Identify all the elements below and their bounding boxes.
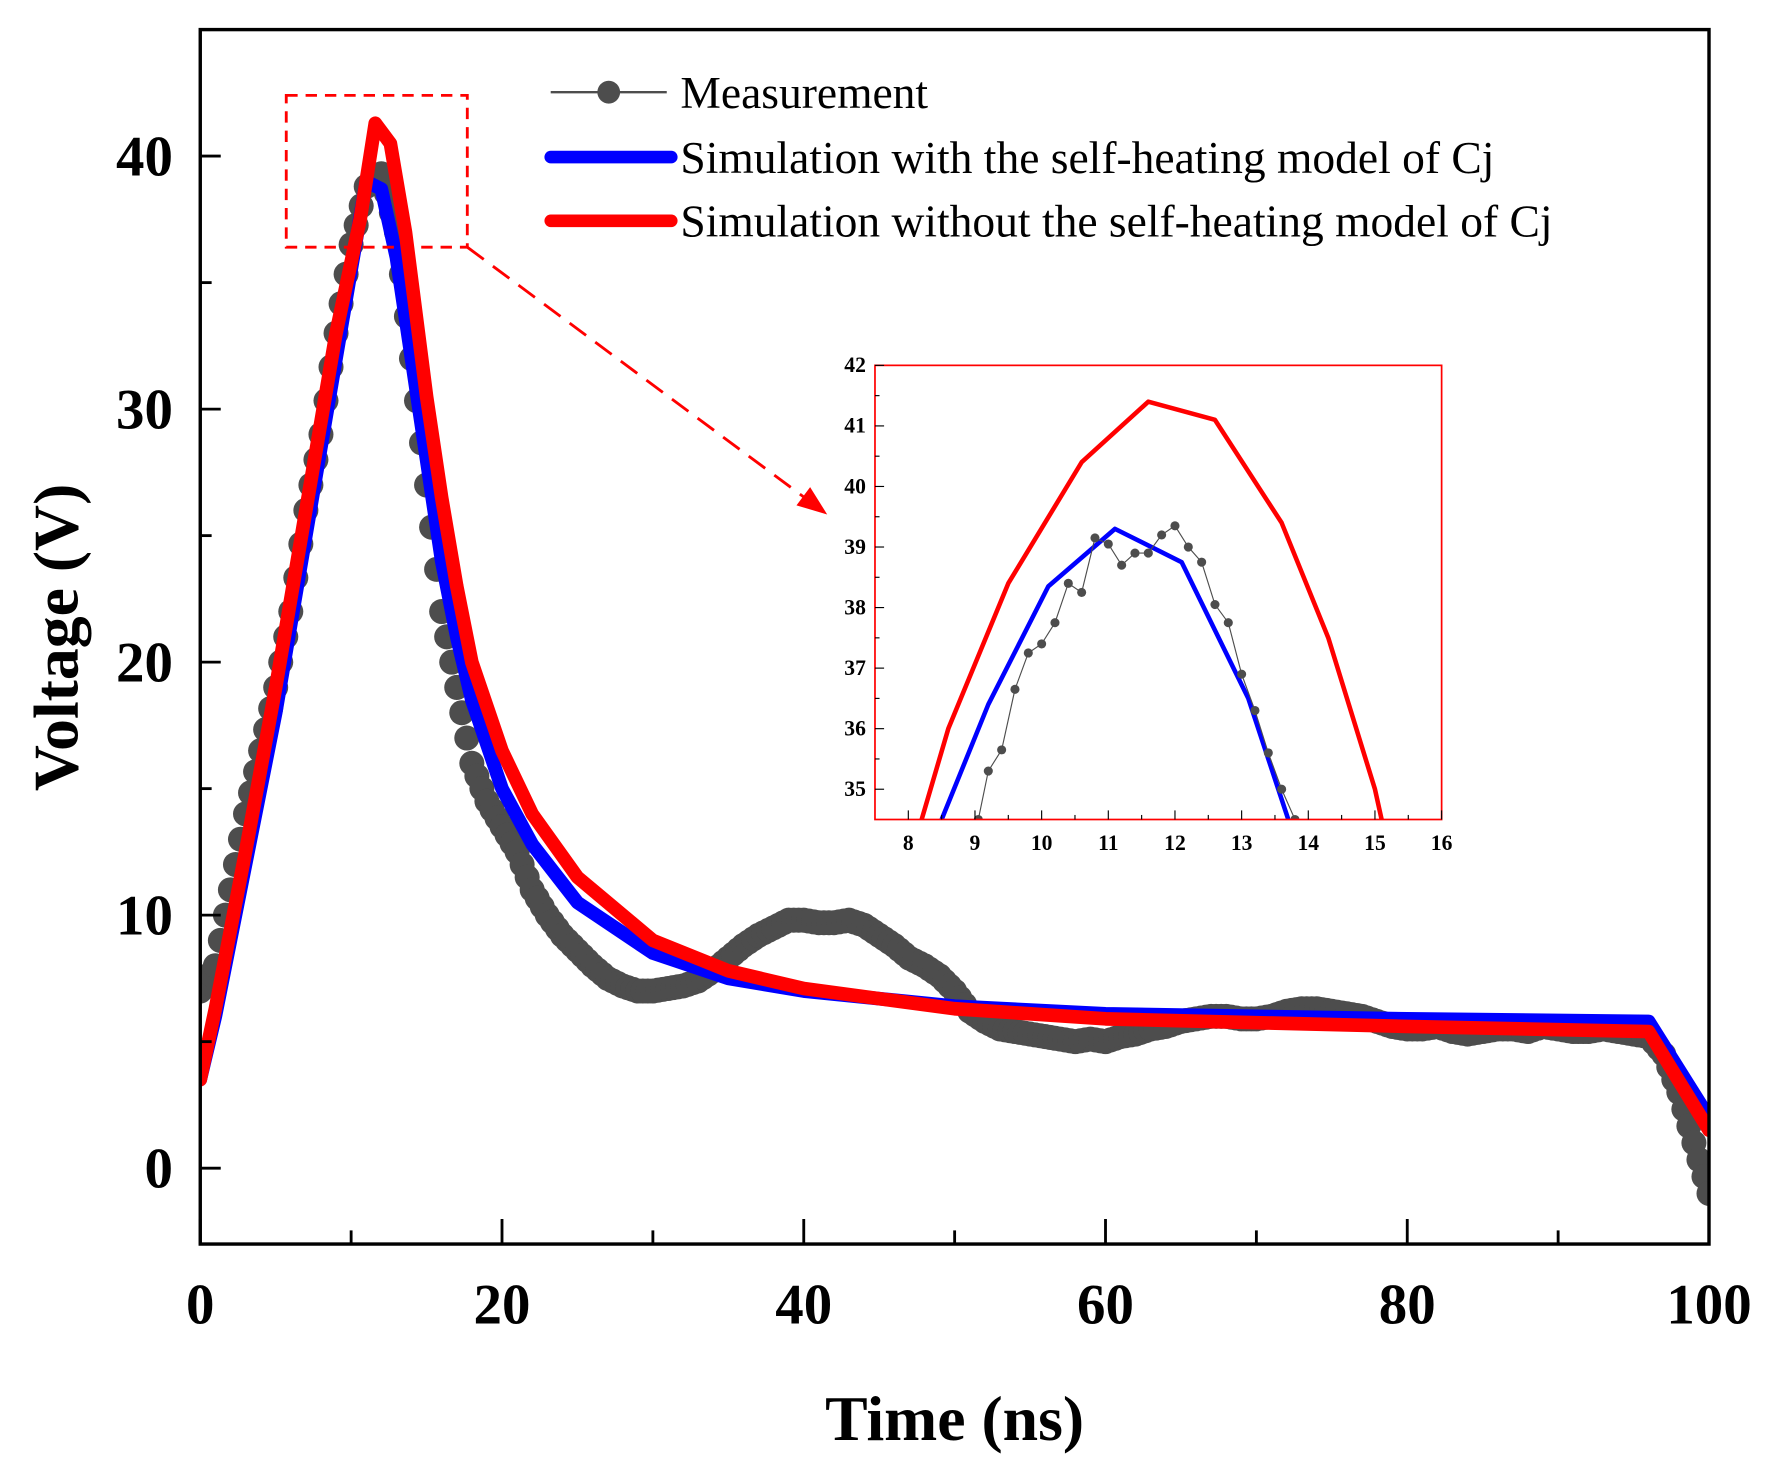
y-tick-label: 20 bbox=[116, 631, 173, 694]
inset-measurement-point bbox=[1050, 618, 1060, 628]
inset-x-tick-label: 11 bbox=[1098, 831, 1118, 855]
x-tick-label: 0 bbox=[186, 1274, 214, 1337]
legend-without-label: Simulation without the self-heating mode… bbox=[680, 196, 1552, 247]
inset-measurement-point bbox=[1157, 530, 1167, 540]
y-tick-label: 0 bbox=[145, 1137, 173, 1200]
inset-measurement-point bbox=[1263, 748, 1273, 758]
inset-with-self-heating-line bbox=[939, 526, 1291, 820]
inset-measurement-point bbox=[1143, 548, 1153, 558]
inset-x-tick-label: 10 bbox=[1031, 831, 1053, 855]
y-tick-label: 40 bbox=[116, 125, 173, 188]
inset-measurement-point bbox=[1130, 548, 1140, 558]
inset-x-tick-label: 12 bbox=[1164, 831, 1186, 855]
inset-measurement-point bbox=[1010, 684, 1020, 694]
x-axis-title: Time (ns) bbox=[825, 1383, 1084, 1454]
inset-measurement-point bbox=[1103, 539, 1113, 549]
inset-x-tick-label: 9 bbox=[970, 831, 981, 855]
x-tick-label: 40 bbox=[775, 1274, 832, 1337]
legend-measurement-label: Measurement bbox=[680, 67, 928, 118]
inset-measurement-point bbox=[1037, 639, 1047, 649]
series-without-self-heating-line bbox=[200, 116, 1710, 1138]
measurement-point bbox=[1696, 1180, 1710, 1206]
inset-measurement-point bbox=[1170, 521, 1180, 531]
inset-y-tick-label: 39 bbox=[844, 535, 866, 559]
inset-x-tick-label: 14 bbox=[1297, 831, 1319, 855]
inset-y-tick-label: 37 bbox=[844, 656, 866, 680]
inset-x-tick-label: 13 bbox=[1231, 831, 1253, 855]
inset-y-tick-label: 38 bbox=[844, 595, 866, 619]
legend: Measurement Simulation with the self-hea… bbox=[544, 67, 1553, 247]
inset-background bbox=[874, 365, 1442, 820]
zoom-region-box bbox=[284, 93, 469, 249]
legend-with-label: Simulation with the self-heating model o… bbox=[680, 132, 1494, 183]
inset-y-tick-label: 36 bbox=[844, 717, 866, 741]
y-tick-label: 30 bbox=[116, 378, 173, 441]
inset-x-tick-label: 15 bbox=[1364, 831, 1386, 855]
legend-measurement-marker bbox=[597, 80, 621, 104]
inset-x-tick-label: 8 bbox=[903, 831, 914, 855]
inset-measurement-point bbox=[1277, 784, 1287, 794]
inset-measurement-point bbox=[1077, 587, 1087, 597]
zoom-arrow-line bbox=[466, 246, 815, 506]
x-tick-label: 60 bbox=[1077, 1274, 1134, 1337]
inset-measurement-point bbox=[1223, 618, 1233, 628]
zoom-arrow-head-icon bbox=[796, 487, 828, 515]
y-tick-label: 10 bbox=[116, 884, 173, 947]
inset-measurement-point bbox=[1063, 578, 1073, 588]
inset-measurement-point bbox=[1210, 599, 1220, 610]
x-tick-label: 20 bbox=[474, 1274, 531, 1337]
inset-measurement-point bbox=[1237, 669, 1247, 679]
x-tick-label: 100 bbox=[1666, 1274, 1751, 1337]
inset-y-tick-label: 41 bbox=[844, 414, 866, 438]
inset-without-self-heating-line bbox=[919, 399, 1384, 820]
inset-measurement-point bbox=[1117, 560, 1127, 570]
inset-frame bbox=[874, 364, 1443, 821]
inset-measurement-point bbox=[1197, 557, 1207, 567]
x-tick-label: 80 bbox=[1379, 1274, 1436, 1337]
inset-y-tick-label: 42 bbox=[844, 353, 866, 377]
inset-measurement-point bbox=[983, 766, 993, 776]
inset-measurement-point bbox=[997, 745, 1007, 755]
measurement-point bbox=[454, 725, 480, 751]
inset-y-tick-label: 40 bbox=[844, 474, 866, 498]
inset-measurement-point bbox=[1290, 814, 1300, 820]
inset-measurement-point bbox=[973, 814, 983, 820]
inset-x-tick-label: 16 bbox=[1431, 831, 1453, 855]
inset-measurement-point bbox=[1183, 542, 1193, 552]
y-axis-title: Voltage (V) bbox=[20, 484, 91, 791]
inset-measurement-point bbox=[1090, 533, 1100, 543]
inset-measurement-point bbox=[1250, 705, 1260, 716]
inset-y-tick-label: 35 bbox=[844, 777, 866, 801]
inset-measurement-point bbox=[1023, 648, 1033, 658]
